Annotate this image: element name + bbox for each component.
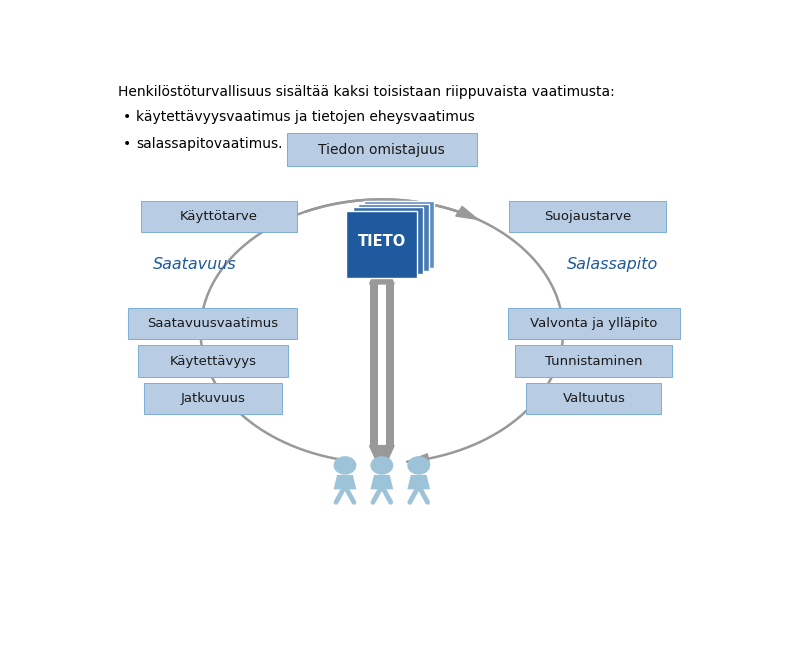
FancyBboxPatch shape <box>144 382 282 414</box>
Circle shape <box>370 456 393 475</box>
Polygon shape <box>456 206 478 220</box>
FancyBboxPatch shape <box>377 284 386 446</box>
FancyBboxPatch shape <box>286 133 477 166</box>
FancyBboxPatch shape <box>137 346 288 377</box>
Text: Salassapito: Salassapito <box>567 256 658 271</box>
Polygon shape <box>408 475 430 489</box>
FancyBboxPatch shape <box>358 204 429 271</box>
Polygon shape <box>334 475 356 489</box>
Text: TIETO: TIETO <box>358 234 406 249</box>
Circle shape <box>334 456 356 475</box>
FancyBboxPatch shape <box>527 382 661 414</box>
FancyBboxPatch shape <box>347 211 417 278</box>
FancyBboxPatch shape <box>509 201 666 233</box>
Polygon shape <box>370 446 394 473</box>
FancyBboxPatch shape <box>508 308 680 339</box>
FancyBboxPatch shape <box>515 346 672 377</box>
Text: käytettävyysvaatimus ja tietojen eheysvaatimus: käytettävyysvaatimus ja tietojen eheysva… <box>136 110 475 124</box>
Text: salassapitovaatimus.: salassapitovaatimus. <box>136 137 282 151</box>
Text: Tunnistaminen: Tunnistaminen <box>545 355 642 368</box>
Text: Henkilöstöturvallisuus sisältää kaksi toisistaan riippuvaista vaatimusta:: Henkilöstöturvallisuus sisältää kaksi to… <box>117 85 615 99</box>
Text: Tiedon omistajuus: Tiedon omistajuus <box>319 143 445 156</box>
Text: Valtuutus: Valtuutus <box>562 392 626 405</box>
FancyBboxPatch shape <box>128 308 297 339</box>
Polygon shape <box>370 475 393 489</box>
Polygon shape <box>407 453 429 464</box>
Text: Suojaustarve: Suojaustarve <box>544 211 631 224</box>
Text: Käytettävyys: Käytettävyys <box>170 355 256 368</box>
Circle shape <box>408 456 430 475</box>
Text: •: • <box>123 110 131 124</box>
Text: •: • <box>123 137 131 151</box>
Text: Saatavuus: Saatavuus <box>152 256 236 271</box>
Polygon shape <box>370 256 394 284</box>
Text: Jatkuvuus: Jatkuvuus <box>180 392 245 405</box>
FancyBboxPatch shape <box>140 201 297 233</box>
FancyBboxPatch shape <box>364 201 435 268</box>
Text: Valvonta ja ylläpito: Valvonta ja ylläpito <box>531 317 657 330</box>
FancyBboxPatch shape <box>370 284 394 446</box>
FancyBboxPatch shape <box>353 207 423 275</box>
Text: Käyttötarve: Käyttötarve <box>180 211 258 224</box>
Text: Saatavuusvaatimus: Saatavuusvaatimus <box>147 317 278 330</box>
